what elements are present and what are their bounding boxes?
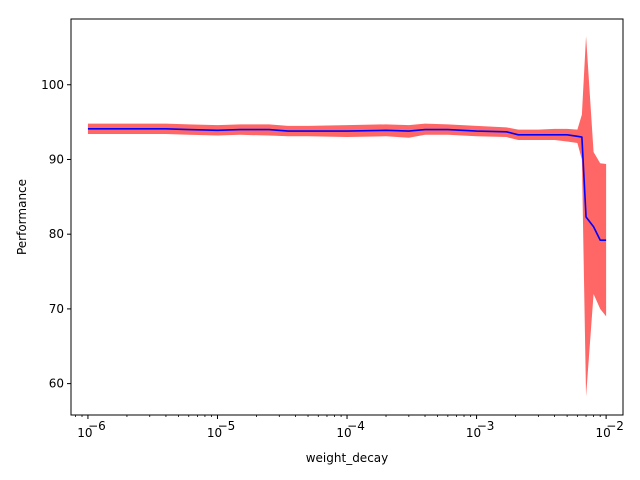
- y-tick-label: 80: [49, 227, 64, 241]
- x-tick-label-exponent: −5: [218, 419, 236, 433]
- x-tick-label: 10: [466, 426, 481, 440]
- y-tick-label: 60: [49, 377, 64, 391]
- x-tick-label-exponent: −4: [347, 419, 365, 433]
- x-tick-label-exponent: −3: [477, 419, 495, 433]
- y-tick-label: 70: [49, 302, 64, 316]
- y-tick-label: 100: [41, 78, 64, 92]
- x-tick-label: 10: [207, 426, 222, 440]
- x-tick-label: 10: [77, 426, 92, 440]
- y-axis-label: Performance: [15, 179, 29, 255]
- x-tick-label-exponent: −2: [606, 419, 624, 433]
- mean-line: [87, 128, 607, 241]
- x-tick-label: 10: [595, 426, 610, 440]
- axes-frame: [70, 18, 624, 416]
- confidence-band: [87, 36, 607, 397]
- x-tick-label-exponent: −6: [88, 419, 106, 433]
- x-axis-label: weight_decay: [306, 451, 389, 465]
- y-tick-label: 90: [49, 152, 64, 166]
- x-tick-label: 10: [336, 426, 351, 440]
